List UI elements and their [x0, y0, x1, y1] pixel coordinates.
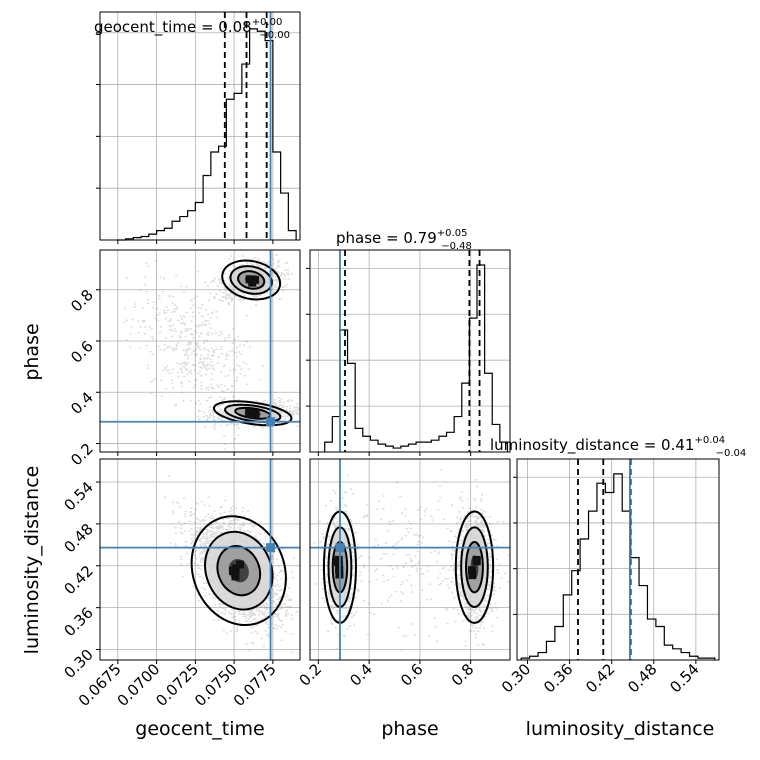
panel-frame	[99, 458, 301, 661]
hist-panel-phase	[306, 249, 511, 456]
panel-plot-area	[310, 459, 510, 660]
title-minus-error: −0.48	[441, 241, 472, 252]
x-axis-label-luminosity_distance: luminosity_distance	[526, 718, 715, 740]
panel-frame	[99, 249, 301, 453]
x-tick-label-geocent_time: 0.0725	[152, 660, 202, 710]
hist-panel-geocent_time	[96, 11, 301, 244]
density-peak-cell	[251, 275, 260, 284]
title-value: luminosity_distance = 0.41	[490, 436, 694, 455]
hist-panel-luminosity_distance	[513, 458, 720, 664]
x-tick-label-geocent_time: 0.0775	[230, 660, 280, 710]
title-value: phase = 0.79	[336, 229, 437, 247]
x-tick-label-geocent_time: 0.0700	[114, 660, 164, 710]
y-axis-label-phase: phase	[21, 323, 43, 380]
density-peak-cell	[251, 409, 260, 418]
panel-title-luminosity_distance: luminosity_distance = 0.41+0.04 −0.04	[490, 435, 746, 459]
x-tick-label-luminosity_distance: 0.30	[498, 660, 534, 696]
panel-frame	[309, 249, 511, 453]
truth-marker	[266, 417, 276, 427]
y-tick-label-luminosity_distance: 0.48	[60, 520, 96, 556]
y-tick-label-luminosity_distance: 0.42	[60, 562, 96, 598]
title-minus-error: −0.04	[716, 448, 747, 459]
panel-frame	[516, 458, 720, 661]
title-plus-error: +0.00	[252, 17, 283, 28]
x-tick-label-luminosity_distance: 0.36	[540, 660, 576, 696]
density-peak-cell	[245, 410, 254, 419]
panel-phase-vs-luminosity_distance	[309, 458, 511, 664]
x-tick-label-luminosity_distance: 0.48	[624, 660, 660, 696]
density-peak-cell	[467, 566, 476, 575]
density-peak-cell	[334, 558, 343, 567]
title-plus-error: +0.04	[694, 435, 725, 446]
x-axis-label-geocent_time: geocent_time	[135, 718, 264, 740]
x-tick-label-luminosity_distance: 0.42	[582, 660, 618, 696]
truth-marker	[335, 543, 345, 553]
density-peak-cell	[228, 566, 237, 575]
panel-plot-area	[100, 250, 300, 452]
truth-marker	[266, 543, 276, 553]
y-tick-label-luminosity_distance: 0.54	[60, 478, 96, 514]
panel-geocent_time-vs-luminosity_distance	[96, 458, 301, 664]
density-contour	[190, 515, 287, 627]
x-tick-label-phase: 0.2	[296, 660, 326, 690]
hist-steps	[117, 28, 297, 241]
density-contour	[212, 400, 293, 427]
y-tick-label-luminosity_distance: 0.30	[60, 646, 96, 682]
title-value: geocent_time = 0.08	[94, 18, 252, 37]
density-contour	[454, 510, 495, 624]
panel-frame	[99, 11, 301, 241]
y-tick-label-phase: 0.2	[67, 440, 97, 470]
panel-title-phase: phase = 0.79+0.05 −0.48	[336, 228, 472, 252]
panel-frame	[309, 458, 511, 661]
y-tick-label-phase: 0.4	[67, 388, 97, 418]
hist-steps	[324, 264, 509, 452]
x-axis-label-phase: phase	[381, 718, 438, 740]
x-tick-label-phase: 0.4	[346, 660, 376, 690]
panel-title-geocent_time: geocent_time = 0.08+0.00 −0.00	[94, 17, 290, 41]
density-peak-cell	[472, 555, 481, 564]
density-peak-cell	[231, 572, 240, 581]
y-tick-label-luminosity_distance: 0.36	[60, 604, 96, 640]
x-tick-label-geocent_time: 0.0750	[191, 660, 241, 710]
title-minus-error: −0.00	[259, 30, 290, 41]
y-axis-label-luminosity_distance: luminosity_distance	[21, 466, 43, 655]
y-tick-label-phase: 0.6	[67, 337, 97, 367]
y-tick-label-phase: 0.8	[67, 286, 97, 316]
hist-steps	[520, 473, 716, 660]
x-tick-label-luminosity_distance: 0.54	[666, 660, 702, 696]
panel-plot-area	[100, 459, 300, 660]
x-tick-label-phase: 0.8	[448, 660, 478, 690]
title-plus-error: +0.05	[437, 228, 468, 239]
x-tick-label-phase: 0.6	[397, 660, 427, 690]
panel-geocent_time-vs-phase	[96, 249, 301, 456]
density-contour	[221, 259, 282, 301]
density-peak-cell	[236, 560, 245, 569]
density-peak-cell	[468, 571, 477, 580]
